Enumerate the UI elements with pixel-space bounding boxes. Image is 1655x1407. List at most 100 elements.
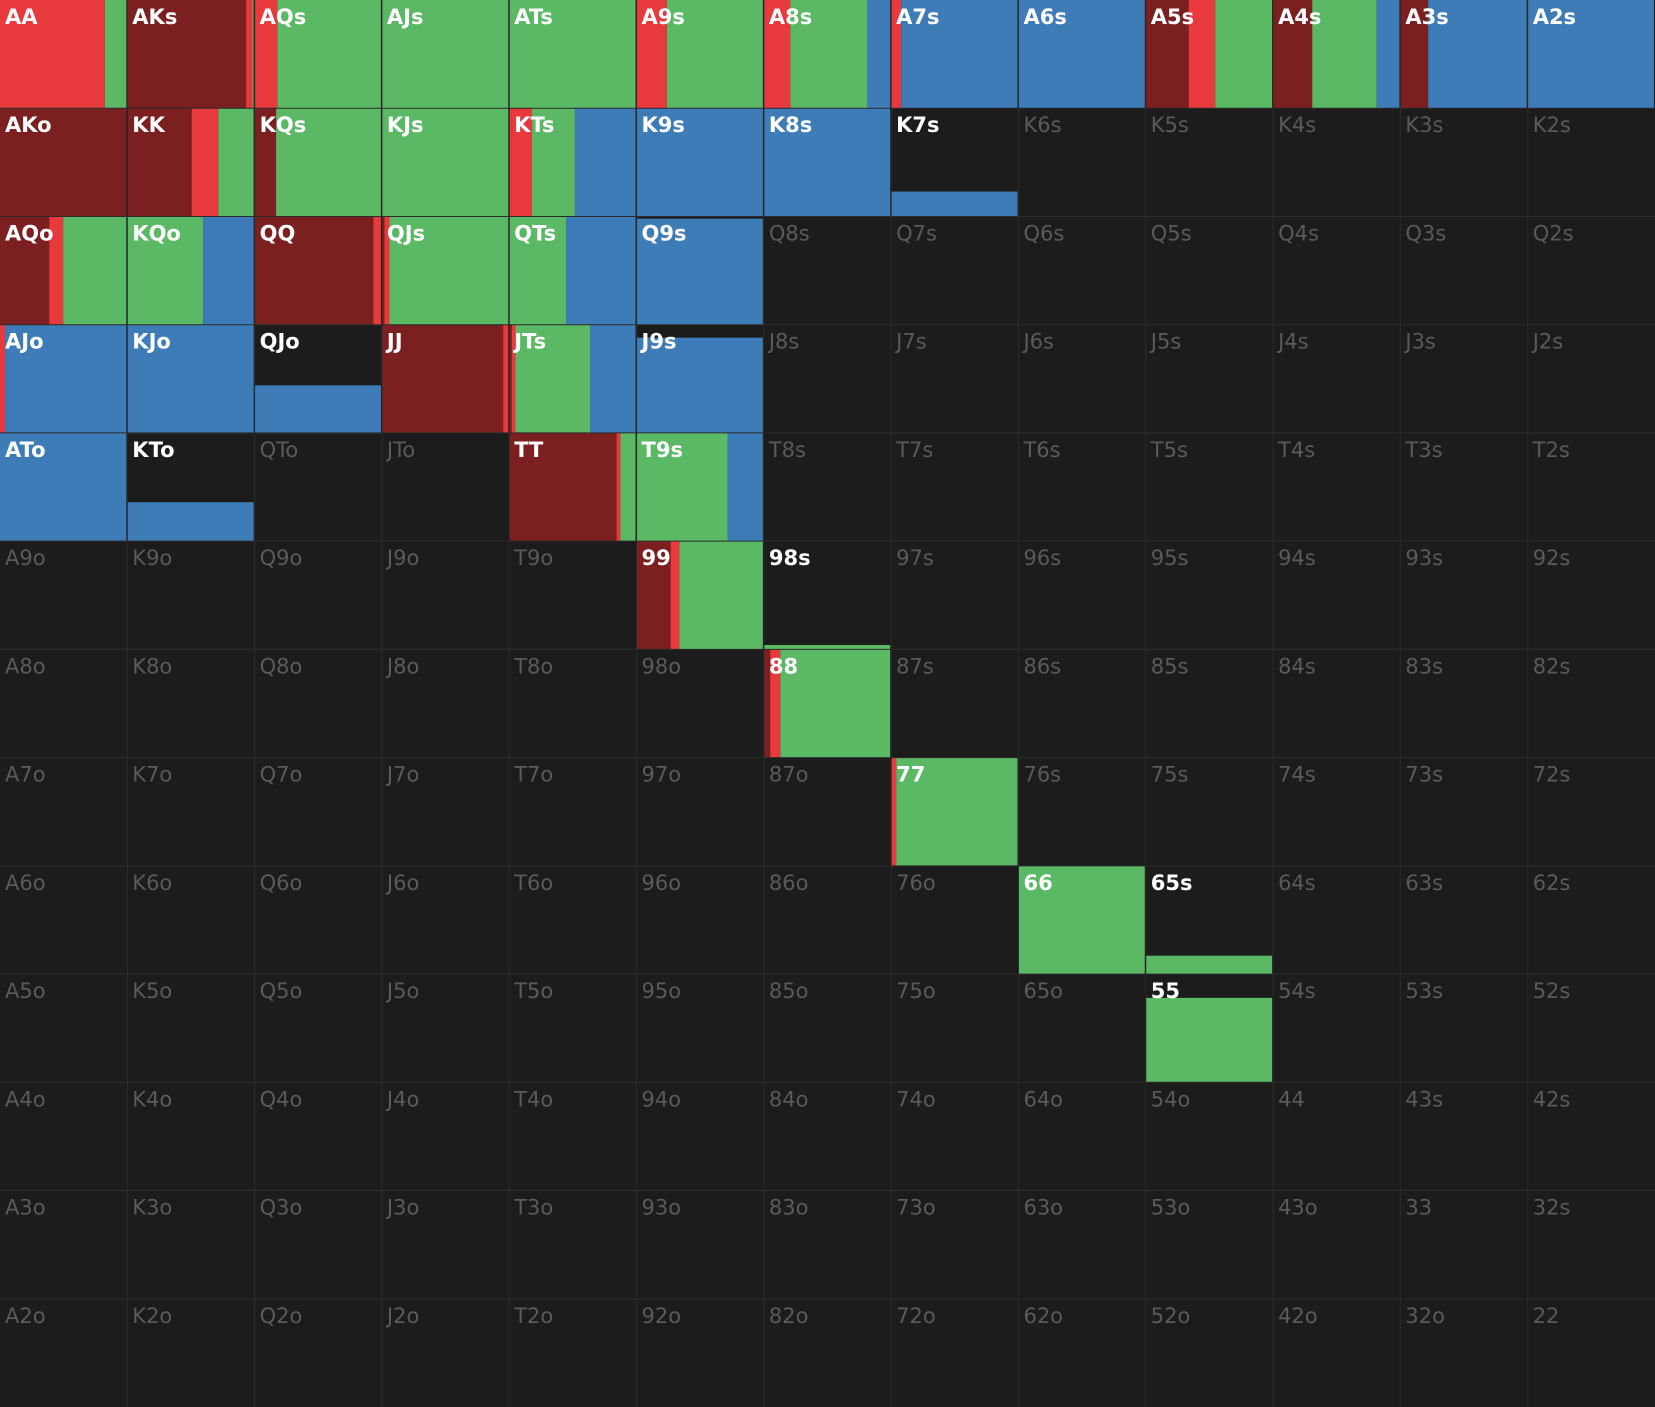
hand-label: 92s [1533,546,1571,570]
action-segment [254,108,277,217]
hand-label: 75o [896,979,936,1003]
hand-label: JTs [512,330,546,354]
action-segment [636,432,728,542]
hand-label: 95s [1151,546,1189,570]
action-segment [127,216,204,325]
hand-label: Q2o [260,1304,303,1328]
hand-label: K7o [132,763,172,787]
hand-label: 75s [1151,763,1189,787]
hand-label: 53s [1405,979,1443,1003]
hand-label: Q2s [1533,221,1574,245]
hand-label: K2s [1533,113,1571,137]
hand-label: A3o [5,1196,46,1220]
action-segment [104,0,127,109]
action-segment [254,0,278,109]
hand-label: 83o [769,1196,809,1220]
action-segment [636,541,671,650]
hand-label: K8s [769,113,812,137]
hand-label: 63s [1405,871,1443,895]
hand-label: 88 [769,654,798,678]
action-segment [1312,0,1377,109]
hand-label: A5s [1151,5,1194,29]
hand-label: A6s [1023,5,1066,29]
action-segment [276,108,381,217]
hand-label: 43s [1405,1087,1443,1111]
action-segment [1145,955,1273,975]
hand-label: 73s [1405,763,1443,787]
action-segment [384,216,390,325]
hand-label: 86o [769,871,809,895]
hand-label: JJ [385,330,403,354]
hand-label: Q5o [260,979,303,1003]
hand-label: K7s [896,113,939,137]
action-segment [1145,0,1189,109]
action-segment [891,191,1018,217]
hand-label: J9o [385,546,419,570]
action-segment [1400,0,1429,109]
action-segment [0,324,6,433]
hand-label: ATs [514,5,553,29]
hand-label: KQo [132,221,181,245]
hand-label: A5o [5,979,46,1003]
action-segment [770,649,781,758]
hand-label: QJs [387,221,425,245]
hand-label: 96s [1023,546,1061,570]
action-segment [252,0,254,109]
hand-label: J5o [385,979,419,1003]
hand-label: Q9o [260,546,303,570]
action-segment [511,324,516,433]
hand-label: K5o [132,979,172,1003]
hand-label: 32s [1533,1196,1571,1220]
hand-label: 82s [1533,654,1571,678]
action-segment [509,108,532,217]
hand-label: 55 [1151,979,1180,1003]
action-segment [531,108,575,217]
action-segment [1273,0,1313,109]
hand-label: J6o [385,871,419,895]
hand-label: A2s [1533,5,1576,29]
hand-label: JTo [385,438,415,462]
hand-label: A2o [5,1304,46,1328]
hand-label: 54o [1151,1087,1191,1111]
hand-label: A4s [1278,5,1321,29]
hand-label: 83s [1405,654,1443,678]
hand-label: 97s [896,546,934,570]
hand-label: Q9s [642,221,687,245]
hand-label: Q5s [1151,221,1192,245]
action-segment [636,218,763,325]
hand-label: K9s [642,113,685,137]
hand-label: T9s [642,438,683,462]
hand-label: 95o [642,979,682,1003]
hand-label: A7s [896,5,939,29]
hand-label: 66 [1023,871,1052,895]
action-segment [679,541,763,650]
hand-label: J7s [894,330,927,354]
hand-label: Q4s [1278,221,1319,245]
hand-label: AKs [132,5,177,29]
hand-label: KTs [514,113,554,137]
hand-label: TT [514,438,544,462]
hand-label: Q6o [260,871,303,895]
hand-label: 52o [1151,1304,1191,1328]
hand-label: Q7o [260,763,303,787]
action-segment [203,216,254,325]
hand-label: 42s [1533,1087,1571,1111]
hand-label: 99 [642,546,671,570]
action-segment [1527,0,1654,109]
hand-label: 94s [1278,546,1316,570]
hand-label: J8o [385,654,419,678]
hand-label: Q7s [896,221,937,245]
hand-label: 93o [642,1196,682,1220]
action-segment [254,216,374,325]
hand-label: A8o [5,654,46,678]
hand-label: 74s [1278,763,1316,787]
action-segment [891,757,897,866]
action-segment [503,324,509,433]
hand-label: 82o [769,1304,809,1328]
hand-label: KTo [132,438,174,462]
hand-label: K3s [1405,113,1443,137]
hand-label: 52s [1533,979,1571,1003]
action-segment [590,324,636,433]
hand-label: 73o [896,1196,936,1220]
hand-label: J8s [767,330,800,354]
